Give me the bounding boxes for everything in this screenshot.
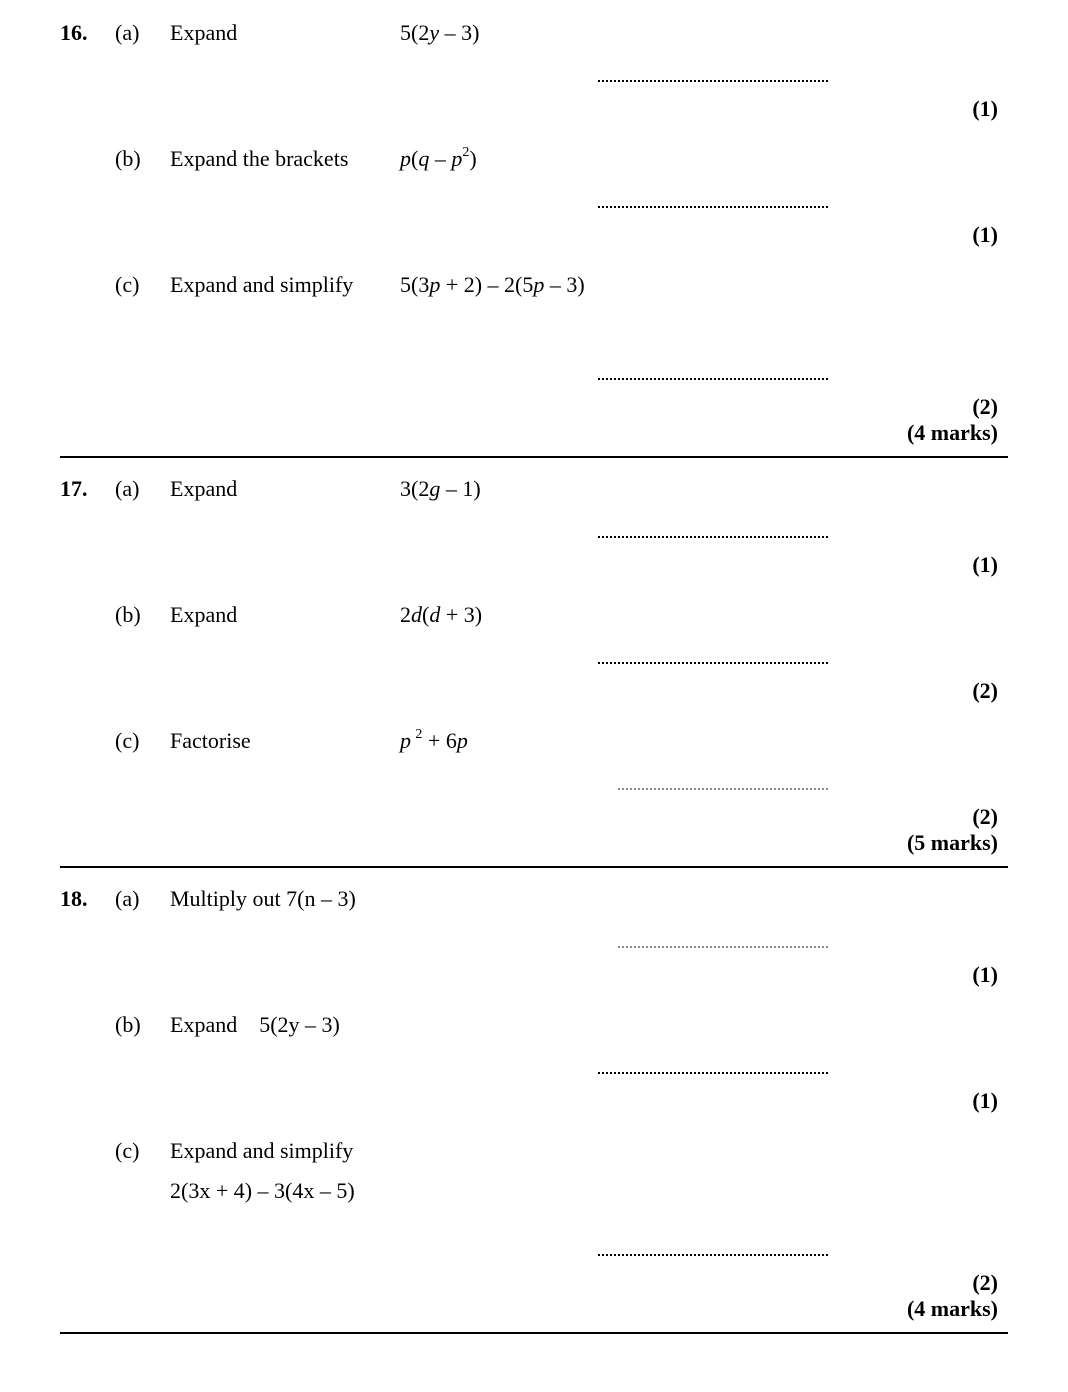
part-label: (c) xyxy=(115,728,170,754)
answer-area: (1) xyxy=(60,526,1008,578)
answer-area: (2) xyxy=(60,778,1008,830)
answer-line xyxy=(618,788,828,790)
answer-area: (1) xyxy=(60,1062,1008,1114)
instruction: Expand and simplify xyxy=(170,272,400,298)
instruction: Expand xyxy=(170,602,400,628)
points: (1) xyxy=(972,552,998,578)
expression: 5(3p + 2) – 2(5p – 3) xyxy=(400,272,585,298)
expression: p(q – p2) xyxy=(400,146,477,172)
points: (2) xyxy=(972,394,998,420)
part-label: (b) xyxy=(115,602,170,628)
points: (2) xyxy=(972,1270,998,1296)
q16-part-a-row: 16. (a) Expand 5(2y – 3) xyxy=(60,20,1008,46)
instruction: Expand and simplify xyxy=(170,1138,353,1164)
answer-line xyxy=(598,1072,828,1074)
divider xyxy=(60,1332,1008,1334)
answer-area: (2) xyxy=(60,1244,1008,1296)
instruction: Expand the brackets xyxy=(170,146,400,172)
expression: 3(2g – 1) xyxy=(400,476,481,502)
answer-line xyxy=(598,1254,828,1256)
instruction: Expand xyxy=(170,20,400,46)
instruction: Expand xyxy=(170,476,400,502)
part-label: (b) xyxy=(115,1012,170,1038)
question-number: 17. xyxy=(60,476,115,502)
q16-part-c-row: (c) Expand and simplify 5(3p + 2) – 2(5p… xyxy=(60,272,1008,298)
question-16: 16. (a) Expand 5(2y – 3) (1) (b) Expand … xyxy=(60,20,1008,458)
q18-part-c-row: (c) Expand and simplify xyxy=(60,1138,1008,1164)
answer-line xyxy=(598,80,828,82)
answer-area: (1) xyxy=(60,70,1008,122)
total-marks: (5 marks) xyxy=(907,830,998,856)
answer-area: (1) xyxy=(60,936,1008,988)
part-label: (a) xyxy=(115,476,170,502)
divider xyxy=(60,866,1008,868)
instruction: Factorise xyxy=(170,728,400,754)
question-number: 16. xyxy=(60,20,115,46)
question-17: 17. (a) Expand 3(2g – 1) (1) (b) Expand … xyxy=(60,476,1008,868)
q17-part-a-row: 17. (a) Expand 3(2g – 1) xyxy=(60,476,1008,502)
total-marks: (4 marks) xyxy=(907,1296,998,1322)
points: (1) xyxy=(972,1088,998,1114)
instruction: Expand 5(2y – 3) xyxy=(170,1012,340,1038)
answer-line xyxy=(598,378,828,380)
points: (2) xyxy=(972,804,998,830)
q18-part-a-row: 18. (a) Multiply out 7(n – 3) xyxy=(60,886,1008,912)
question-number: 18. xyxy=(60,886,115,912)
part-label: (c) xyxy=(115,272,170,298)
answer-area: (2) xyxy=(60,368,1008,420)
instruction: Multiply out 7(n – 3) xyxy=(170,886,356,912)
answer-line xyxy=(598,206,828,208)
expression: 2d(d + 3) xyxy=(400,602,482,628)
answer-line xyxy=(618,946,828,948)
answer-line xyxy=(598,536,828,538)
divider xyxy=(60,456,1008,458)
answer-line xyxy=(598,662,828,664)
q16-part-b-row: (b) Expand the brackets p(q – p2) xyxy=(60,146,1008,172)
question-18: 18. (a) Multiply out 7(n – 3) (1) (b) Ex… xyxy=(60,886,1008,1334)
answer-area: (2) xyxy=(60,652,1008,704)
part-label: (a) xyxy=(115,886,170,912)
points: (2) xyxy=(972,678,998,704)
part-label: (a) xyxy=(115,20,170,46)
total-marks: (4 marks) xyxy=(907,420,998,446)
expression: p 2 + 6p xyxy=(400,728,468,754)
points: (1) xyxy=(972,222,998,248)
q18-part-b-row: (b) Expand 5(2y – 3) xyxy=(60,1012,1008,1038)
worksheet-page: 16. (a) Expand 5(2y – 3) (1) (b) Expand … xyxy=(0,0,1068,1392)
part-label: (b) xyxy=(115,146,170,172)
points: (1) xyxy=(972,96,998,122)
part-label: (c) xyxy=(115,1138,170,1164)
expression: 2(3x + 4) – 3(4x – 5) xyxy=(60,1178,1008,1204)
answer-area: (1) xyxy=(60,196,1008,248)
q17-part-c-row: (c) Factorise p 2 + 6p xyxy=(60,728,1008,754)
points: (1) xyxy=(972,962,998,988)
q17-part-b-row: (b) Expand 2d(d + 3) xyxy=(60,602,1008,628)
expression: 5(2y – 3) xyxy=(400,20,479,46)
